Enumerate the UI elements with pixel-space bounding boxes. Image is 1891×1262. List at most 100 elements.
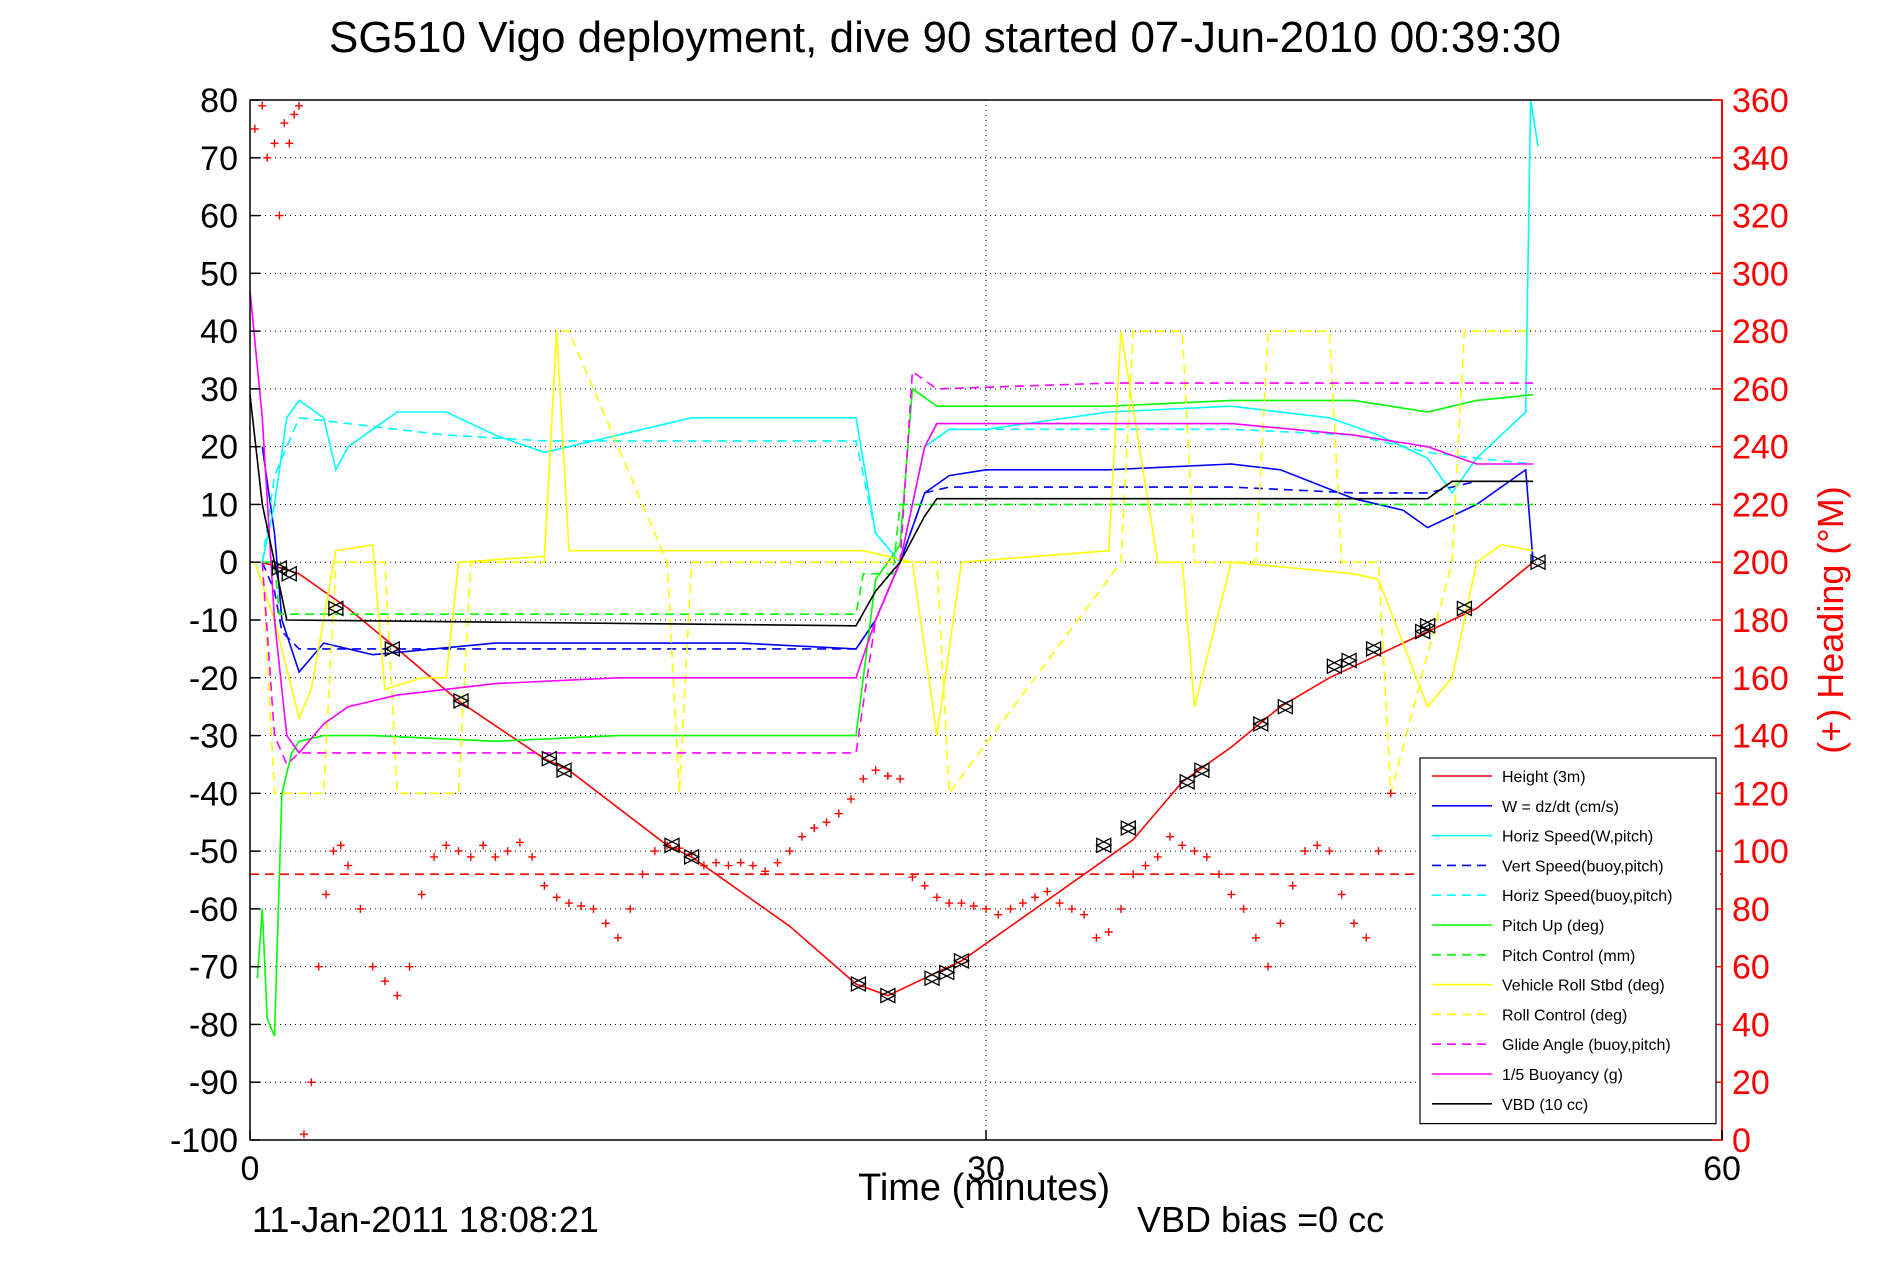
legend-entry: Vehicle Roll Stbd (deg) bbox=[1502, 978, 1665, 995]
heading-point bbox=[275, 211, 284, 220]
heading-point bbox=[1166, 832, 1174, 841]
heading-point bbox=[994, 910, 1003, 919]
dive-marker-right bbox=[924, 970, 941, 987]
y-tick-label: -80 bbox=[189, 1006, 238, 1044]
heading-point bbox=[1202, 852, 1211, 861]
heading-point bbox=[336, 841, 345, 850]
dive-marker-right bbox=[541, 750, 558, 767]
dive-marker-right bbox=[939, 964, 956, 981]
heading-point bbox=[1178, 841, 1187, 850]
heading-point bbox=[798, 832, 806, 841]
y2-tick-label: 140 bbox=[1732, 718, 1789, 756]
heading-point bbox=[699, 861, 708, 870]
heading-point bbox=[1190, 847, 1199, 856]
heading-point bbox=[1276, 919, 1285, 928]
heading-point bbox=[491, 852, 500, 861]
timestamp-footer: 11-Jan-2011 18:08:21 bbox=[252, 1199, 599, 1240]
heading-point bbox=[773, 858, 782, 867]
heading-point bbox=[1031, 893, 1040, 902]
heading-point bbox=[329, 847, 338, 856]
legend-entry: Horiz Speed(buoy,pitch) bbox=[1502, 888, 1672, 905]
heading-point bbox=[1043, 887, 1052, 896]
series-vbd-10-cc bbox=[249, 394, 1534, 627]
heading-point bbox=[322, 890, 331, 899]
heading-point bbox=[1129, 870, 1138, 879]
dive-marker-right bbox=[1096, 837, 1113, 854]
dive-markers bbox=[270, 554, 1547, 1004]
heading-point bbox=[380, 977, 389, 986]
heading-point bbox=[1080, 910, 1089, 919]
heading-point bbox=[626, 904, 635, 913]
y-tick-label: -40 bbox=[189, 775, 238, 813]
heading-point bbox=[748, 861, 757, 870]
heading-point bbox=[540, 881, 549, 890]
heading-point bbox=[945, 899, 954, 908]
y-tick-label: 30 bbox=[200, 371, 238, 409]
legend-entry: Pitch Up (deg) bbox=[1502, 918, 1604, 935]
heading-point bbox=[736, 858, 745, 867]
y2-tick-label: 100 bbox=[1732, 833, 1789, 871]
y-tick-label: -70 bbox=[189, 949, 238, 987]
series-vehicle-roll-stbd-deg bbox=[254, 330, 1534, 736]
heading-point bbox=[638, 870, 647, 879]
heading-point bbox=[908, 873, 917, 882]
heading-point bbox=[982, 904, 990, 913]
heading-point bbox=[1104, 928, 1113, 936]
heading-point bbox=[589, 904, 598, 913]
heading-point bbox=[834, 809, 843, 818]
heading-point bbox=[1313, 841, 1322, 850]
heading-point bbox=[405, 962, 414, 971]
heading-point bbox=[650, 847, 659, 856]
heading-point bbox=[290, 110, 299, 119]
y2-tick-label: 200 bbox=[1732, 544, 1789, 582]
y2-tick-label: 160 bbox=[1732, 660, 1789, 698]
dive-marker-right bbox=[850, 975, 867, 993]
dive-marker-right bbox=[1415, 623, 1432, 640]
heading-point bbox=[712, 858, 721, 867]
dive-marker-right bbox=[1277, 698, 1294, 715]
y-tick-label: -20 bbox=[189, 660, 238, 698]
heading-point bbox=[1239, 904, 1248, 913]
heading-point bbox=[577, 902, 586, 910]
heading-point bbox=[1264, 962, 1273, 971]
heading-point bbox=[883, 772, 892, 780]
heading-point bbox=[871, 766, 880, 775]
x-tick-label: 60 bbox=[1703, 1150, 1741, 1188]
heading-point bbox=[344, 861, 353, 870]
y2-tick-label: 80 bbox=[1732, 891, 1770, 929]
heading-point bbox=[552, 893, 561, 902]
heading-point bbox=[1337, 890, 1346, 899]
heading-point bbox=[957, 899, 966, 908]
heading-point bbox=[263, 153, 272, 162]
heading-point bbox=[1141, 861, 1150, 870]
legend-entry: Roll Control (deg) bbox=[1502, 1007, 1627, 1024]
dive-marker-right bbox=[1253, 715, 1270, 733]
heading-point bbox=[1153, 852, 1162, 861]
heading-point bbox=[785, 847, 794, 856]
dive-marker-right bbox=[281, 565, 298, 582]
heading-point bbox=[417, 890, 426, 899]
heading-point bbox=[1350, 919, 1358, 928]
legend-entry: Vert Speed(buoy,pitch) bbox=[1502, 858, 1664, 875]
legend-entry: Height (3m) bbox=[1502, 769, 1586, 786]
legend: Height (3m) W = dz/dt (cm/s) Horiz Speed(W… bbox=[1419, 757, 1717, 1125]
y-tick-label: 0 bbox=[219, 544, 238, 582]
heading-point bbox=[285, 139, 294, 148]
y2-tick-label: 280 bbox=[1732, 313, 1789, 351]
dive-marker-right bbox=[1530, 554, 1547, 571]
heading-point bbox=[932, 893, 941, 902]
heading-point bbox=[847, 795, 856, 804]
series-pitch-control-mm bbox=[262, 503, 1534, 616]
heading-point bbox=[1092, 933, 1101, 942]
y2-tick-label: 120 bbox=[1732, 775, 1789, 813]
heading-point bbox=[356, 904, 365, 913]
right-axis-label: (+) Heading (°M) bbox=[1810, 486, 1851, 753]
heading-point bbox=[920, 881, 929, 890]
y-tick-label: -50 bbox=[189, 833, 238, 871]
y-tick-label: -10 bbox=[189, 602, 238, 640]
heading-point bbox=[859, 774, 868, 783]
heading-point bbox=[368, 962, 377, 971]
y2-tick-label: 20 bbox=[1732, 1064, 1770, 1102]
y2-tick-label: 40 bbox=[1732, 1006, 1770, 1044]
